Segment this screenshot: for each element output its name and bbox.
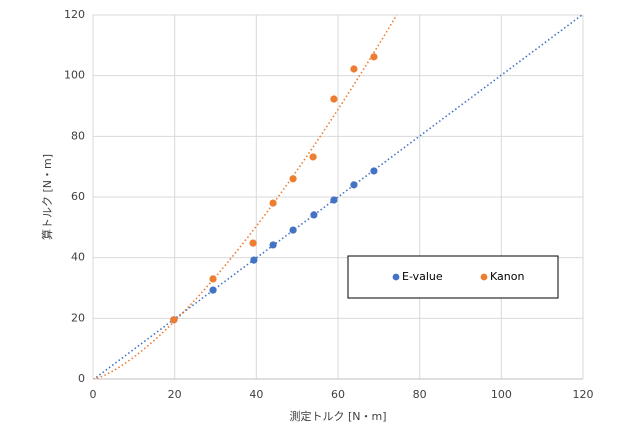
- y-axis-title: 算トルク [N・m]: [40, 154, 54, 240]
- y-tick-label: 120: [64, 8, 85, 21]
- legend-label: Kanon: [490, 270, 524, 283]
- y-tick-label: 0: [78, 372, 85, 385]
- x-tick-label: 40: [249, 388, 263, 401]
- x-tick-label: 80: [413, 388, 427, 401]
- point: [330, 196, 338, 204]
- point: [209, 275, 217, 283]
- point: [289, 226, 297, 234]
- point: [250, 256, 258, 264]
- y-tick-label: 20: [71, 311, 85, 324]
- point: [330, 95, 338, 103]
- point: [370, 167, 378, 175]
- point: [249, 239, 257, 247]
- y-tick-label: 80: [71, 129, 85, 142]
- legend-box: [347, 255, 559, 299]
- x-tick-label: 120: [573, 388, 594, 401]
- x-tick-label: 60: [331, 388, 345, 401]
- point: [350, 181, 358, 189]
- point: [289, 175, 297, 183]
- point: [310, 211, 318, 219]
- point: [370, 53, 378, 61]
- y-tick-label: 40: [71, 251, 85, 264]
- legend-marker: [480, 273, 488, 281]
- x-axis-title: 測定トルク [N・m]: [289, 409, 386, 423]
- point: [209, 286, 217, 294]
- point: [269, 199, 277, 207]
- point: [309, 153, 317, 161]
- x-tick-label: 100: [491, 388, 512, 401]
- point: [170, 316, 178, 324]
- legend-marker: [392, 273, 400, 281]
- y-tick-label: 60: [71, 190, 85, 203]
- x-tick-label: 0: [90, 388, 97, 401]
- x-tick-label: 20: [168, 388, 182, 401]
- point: [269, 241, 277, 249]
- y-tick-label: 100: [64, 69, 85, 82]
- point: [350, 65, 358, 73]
- legend-label: E-value: [402, 270, 443, 283]
